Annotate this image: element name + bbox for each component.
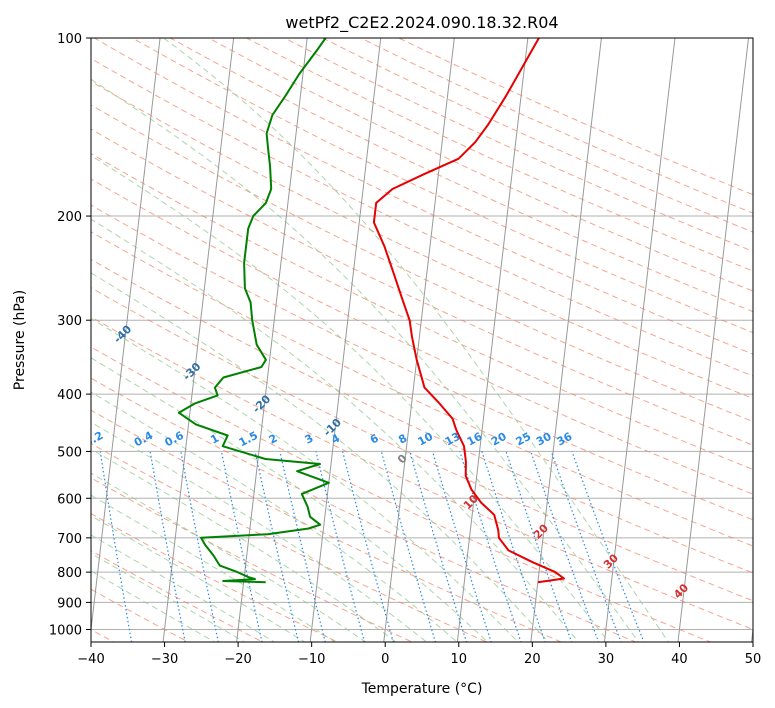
mixing-ratio-line xyxy=(99,451,133,642)
moist-adiabat xyxy=(91,494,336,642)
chart-title: wetPf2_C2E2.2024.090.18.32.R04 xyxy=(285,13,558,33)
profile-lines xyxy=(177,38,565,584)
moist-adiabat xyxy=(91,552,246,642)
isotherm xyxy=(456,38,529,642)
temperature-profile xyxy=(372,38,565,584)
moist-adiabat xyxy=(91,421,428,642)
y-tick-label: 1000 xyxy=(49,623,82,638)
mixing-ratio-label: 25 xyxy=(514,430,534,449)
mixing-ratio-label: 20 xyxy=(489,430,509,449)
moist-adiabat xyxy=(91,78,640,642)
isotherm xyxy=(530,38,602,642)
mixing-ratio-line xyxy=(149,451,186,642)
mixing-ratio-line xyxy=(380,451,437,642)
isotherm xyxy=(677,38,750,642)
dry-adiabat xyxy=(91,442,488,642)
x-tick-label: −20 xyxy=(224,652,251,667)
moist-adiabat xyxy=(91,218,580,642)
mixing-ratio-line xyxy=(342,451,394,642)
x-tick-label: −10 xyxy=(298,652,325,667)
moist-adiabat xyxy=(91,515,306,642)
dry-adiabat xyxy=(91,377,638,642)
mixing-ratio-line xyxy=(481,451,546,642)
y-tick-label: 300 xyxy=(57,314,82,329)
mixing-ratio-line xyxy=(180,451,219,642)
moist-adiabat xyxy=(91,472,367,642)
isotherm xyxy=(603,38,676,642)
dry-adiabat xyxy=(91,153,753,470)
dry-adiabat xyxy=(91,588,190,642)
isotherms xyxy=(91,38,753,642)
y-tick-label: 700 xyxy=(57,532,82,547)
moist-adiabat xyxy=(91,391,458,642)
axes: −40 −30 −20 −10 0 10 20 30 40 50 1000 900 800 700 600 5… xyxy=(49,32,761,667)
dry-adiabat xyxy=(91,409,563,642)
mixing-ratio-label: 30 xyxy=(534,430,554,449)
plot-area: 0.10.20.40.611.52346810131620253036-100-… xyxy=(91,38,753,642)
plot-frame xyxy=(90,37,754,643)
mixing-ratio-line xyxy=(279,451,326,642)
dry-adiabat xyxy=(91,550,264,642)
moist-adiabat xyxy=(163,38,670,642)
isotherm xyxy=(309,38,382,642)
y-tick-label: 900 xyxy=(57,596,82,611)
moist-adiabats xyxy=(91,38,670,642)
dry-adiabat xyxy=(91,231,753,547)
x-tick-label: 10 xyxy=(451,652,468,667)
dry-adiabat xyxy=(93,38,753,355)
isotherm xyxy=(91,38,161,634)
y-tick-label: 400 xyxy=(57,388,82,403)
x-tick-label: 20 xyxy=(524,652,541,667)
y-tick-label: 200 xyxy=(57,210,82,225)
x-tick-label: 40 xyxy=(671,652,688,667)
dry-adiabat xyxy=(91,346,712,642)
mixing-ratio-line xyxy=(254,451,300,642)
y-tick-label: 500 xyxy=(57,445,82,460)
mixing-ratio-lines xyxy=(99,451,645,642)
x-tick-label: −30 xyxy=(151,652,178,667)
mixing-ratio-label: 16 xyxy=(465,430,485,449)
dry-adiabat xyxy=(207,38,753,292)
x-tick-label: 50 xyxy=(745,652,762,667)
moist-adiabat xyxy=(91,357,489,642)
moist-adiabat xyxy=(91,570,216,642)
y-tick-label: 100 xyxy=(57,32,82,47)
moist-adiabat xyxy=(91,448,397,642)
dry-adiabat xyxy=(131,38,753,334)
y-axis-label: Pressure (hPa) xyxy=(12,290,28,390)
mixing-ratio-line xyxy=(220,451,263,642)
mixing-ratio-label: 10 xyxy=(416,430,436,449)
mixing-ratio-label: 36 xyxy=(555,430,575,449)
x-tick-label: 0 xyxy=(381,652,389,667)
dry-adiabat xyxy=(91,204,753,521)
isotherm xyxy=(383,38,455,642)
x-tick-label: 30 xyxy=(598,652,615,667)
dry-adiabats xyxy=(91,38,753,642)
y-tick-label: 800 xyxy=(57,566,82,581)
x-tick-label: −40 xyxy=(77,652,104,667)
x-axis-label: Temperature (°C) xyxy=(361,681,483,697)
mixing-ratio-line xyxy=(315,451,366,642)
mixing-ratio-line xyxy=(505,451,573,642)
dry-adiabat xyxy=(91,128,753,446)
isotherm xyxy=(162,38,235,642)
moist-adiabat xyxy=(91,154,610,642)
moist-adiabat xyxy=(91,534,276,642)
isotherm xyxy=(236,38,308,642)
dry-adiabat xyxy=(91,477,414,642)
y-tick-label: 600 xyxy=(57,492,82,507)
moist-adiabat xyxy=(91,272,549,642)
dry-adiabat xyxy=(91,80,753,400)
dewpoint-profile xyxy=(177,38,330,584)
